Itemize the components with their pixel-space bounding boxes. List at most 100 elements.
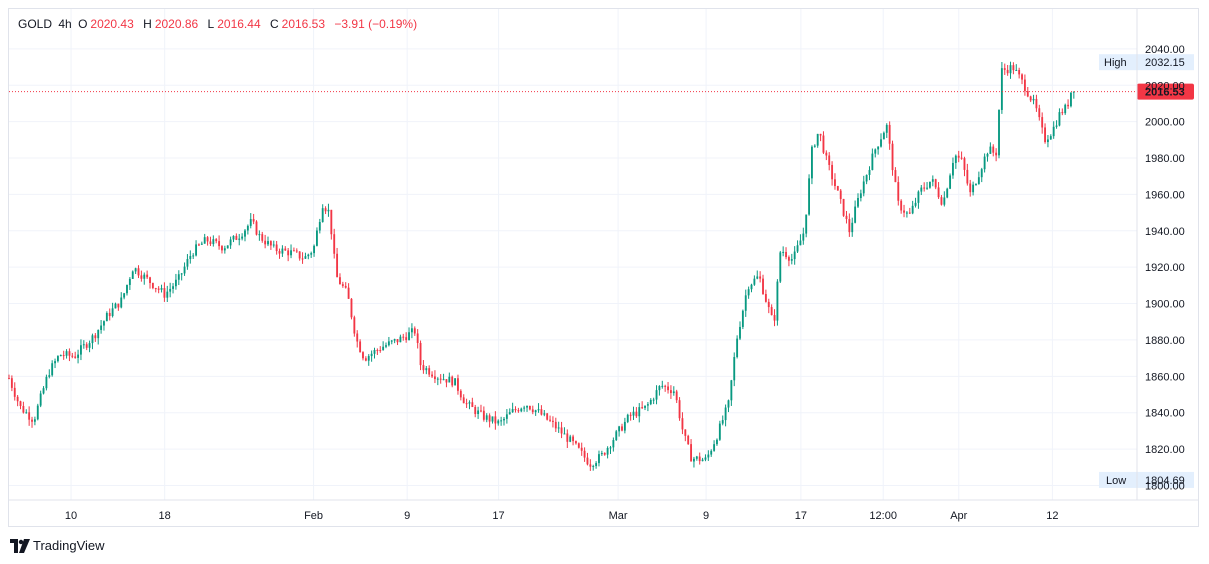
candle-body [16,396,19,402]
candle-body [528,405,531,410]
candle-body [572,436,575,442]
candle-body [238,238,241,240]
candle-body [523,407,526,409]
candle-body [439,378,442,380]
high-label: H [143,17,152,31]
candle-body [695,456,698,459]
candle-body [802,233,805,241]
candle-body [85,344,88,348]
candle-body [212,239,215,245]
candle-body [848,219,851,233]
candle-body [353,317,356,334]
candle-body [105,312,108,322]
x-tick-label: 17 [795,510,807,522]
candle-body [983,156,986,170]
candle-body [877,146,880,150]
candle-body [517,410,520,412]
open-value: 2020.43 [90,17,134,31]
candle-body [586,457,589,465]
candle-body [180,273,183,275]
candle-body [269,241,272,246]
y-tick-label: 2040.00 [1145,44,1185,56]
y-tick-label: 1820.00 [1145,444,1185,456]
candle-body [408,332,410,341]
candles-layer [8,61,1075,471]
candle-body [1009,65,1012,74]
candle-body [998,109,1000,156]
candle-body [618,426,621,432]
candle-body [402,336,405,338]
candle-body [750,284,753,290]
candle-body [134,268,137,272]
candle-body [244,230,246,237]
candle-body [428,368,431,375]
candle-body [770,307,773,316]
candle-body [344,285,347,288]
candle-body [128,278,131,285]
tradingview-brand[interactable]: TradingView [10,538,105,553]
candle-body [252,219,255,222]
candle-body [433,376,436,380]
candle-body [97,329,100,339]
candle-body [284,248,287,251]
candle-body [405,337,408,341]
candle-body [108,312,111,317]
candle-body [241,236,244,239]
candle-body [350,298,353,318]
candle-body [621,426,623,431]
candle-body [235,235,238,240]
candle-body [140,275,143,279]
brand-label: TradingView [33,538,105,553]
candle-body [531,409,534,413]
candle-body [25,412,28,414]
candle-body [425,368,428,371]
candle-body [805,214,808,234]
candle-body [626,414,629,422]
candle-body [508,412,511,415]
x-tick-label: 18 [159,510,171,522]
candle-body [952,162,954,176]
candle-body [747,289,750,296]
candle-body [526,405,528,408]
chart-frame [8,8,1199,527]
y-tick-label: 1980.00 [1145,153,1185,165]
candle-body [675,391,678,401]
candle-body [727,400,730,408]
candle-body [465,403,468,405]
candle-body [339,277,341,285]
candle-body [931,179,934,182]
candle-body [169,288,172,292]
candle-body [828,155,831,165]
candle-body [963,158,966,170]
candle-body [1055,125,1058,127]
candle-body [799,240,802,246]
candle-body [278,251,281,254]
candle-body [62,355,65,357]
candle-body [215,239,218,242]
candle-body [419,342,422,366]
candle-body [1067,104,1070,107]
candle-body [652,399,655,401]
candle-body [206,237,209,242]
candle-body [776,281,779,321]
high-value-bg [1137,54,1194,71]
candle-body [324,208,327,212]
candle-body [422,365,425,371]
candle-body [753,278,756,285]
candle-body [629,414,632,416]
candle-body [80,345,82,355]
change-value: −3.91 (−0.19%) [334,17,418,31]
candle-body [497,420,500,424]
candle-body [1046,139,1049,143]
candle-body [980,169,983,178]
candle-body [710,450,713,455]
candle-body [56,356,59,362]
candle-body [796,245,799,252]
candle-body [577,443,580,448]
candle-body [995,152,998,156]
candle-body [494,416,497,424]
candle-body [655,390,658,400]
candle-body [1026,91,1029,97]
candle-body [246,225,249,231]
